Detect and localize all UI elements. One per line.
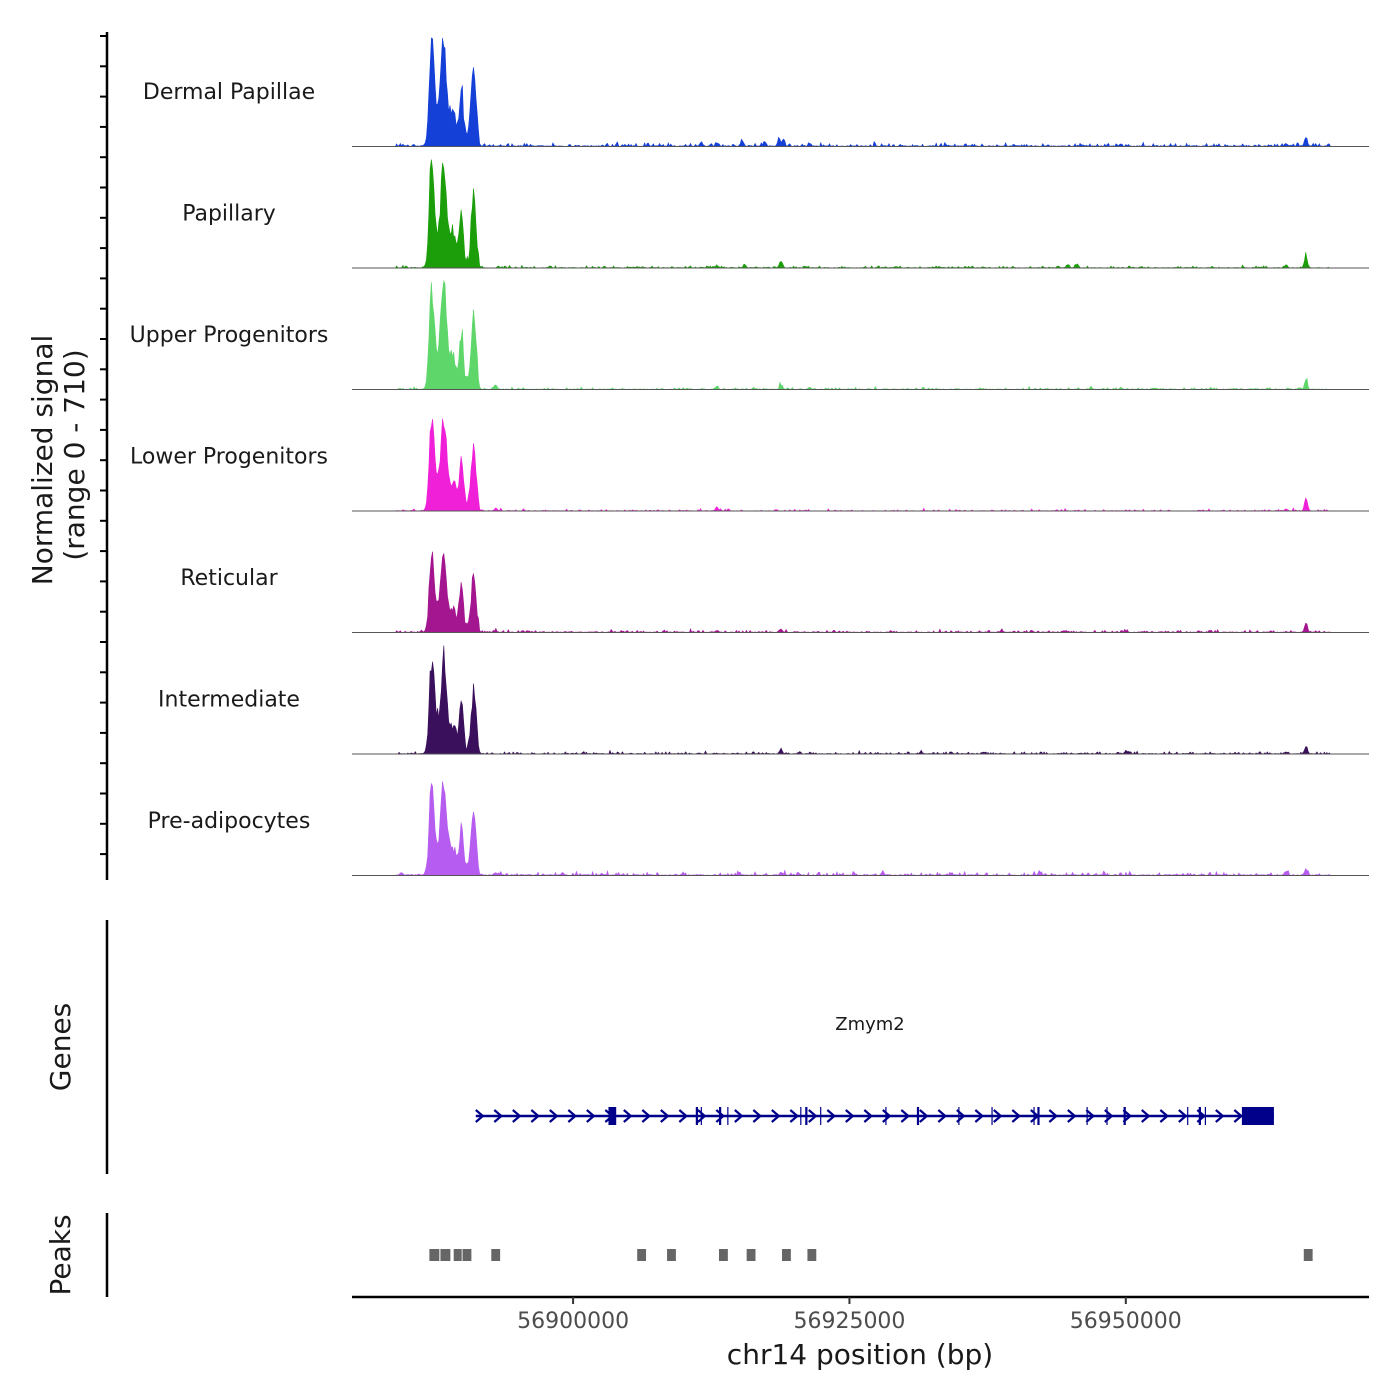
strand-arrow bbox=[512, 1109, 522, 1123]
track-lower-progenitors: Lower Progenitors bbox=[130, 418, 1369, 512]
strand-arrow bbox=[808, 1109, 818, 1123]
exon bbox=[1037, 1107, 1040, 1125]
strand-arrow bbox=[1141, 1109, 1151, 1123]
strand-arrow bbox=[530, 1109, 540, 1123]
strand-arrow bbox=[826, 1109, 836, 1123]
strand-arrow bbox=[1159, 1109, 1170, 1123]
peak-region bbox=[462, 1249, 472, 1261]
peak-region bbox=[807, 1249, 817, 1261]
track-label: Intermediate bbox=[158, 688, 300, 713]
peak-region bbox=[491, 1249, 501, 1261]
track-label: Dermal Papillae bbox=[143, 80, 315, 105]
x-axis-label: chr14 position (bp) bbox=[727, 1338, 993, 1371]
signal-area bbox=[352, 279, 1369, 390]
strand-arrow bbox=[882, 1109, 892, 1123]
track-label: Upper Progenitors bbox=[130, 323, 329, 348]
strand-arrow bbox=[974, 1109, 984, 1123]
exon bbox=[695, 1107, 699, 1125]
strand-arrow bbox=[475, 1109, 485, 1123]
signal-area bbox=[352, 551, 1369, 634]
exon bbox=[1241, 1107, 1274, 1125]
x-axis-ticks: 56900000 56925000 56950000 bbox=[517, 1297, 1182, 1334]
peak-region bbox=[719, 1249, 728, 1261]
strand-arrow bbox=[937, 1109, 947, 1123]
x-tick-label: 56900000 bbox=[517, 1309, 629, 1334]
signal-area bbox=[352, 781, 1369, 877]
track-label: Reticular bbox=[180, 566, 278, 591]
strand-arrow bbox=[1067, 1109, 1077, 1123]
strand-arrow bbox=[549, 1109, 559, 1123]
genes-panel-label: Genes bbox=[44, 1003, 77, 1091]
peak-region bbox=[667, 1249, 676, 1261]
gene-model bbox=[475, 1107, 1274, 1125]
peak-regions bbox=[429, 1249, 1313, 1261]
exon bbox=[805, 1107, 808, 1125]
track-papillary: Papillary bbox=[182, 159, 1369, 269]
peak-region bbox=[782, 1249, 791, 1261]
strand-arrow bbox=[1233, 1109, 1244, 1123]
peak-region bbox=[746, 1249, 756, 1261]
peak-region bbox=[637, 1249, 647, 1261]
strand-arrow bbox=[567, 1109, 577, 1123]
x-tick-label: 56950000 bbox=[1070, 1309, 1182, 1334]
exon bbox=[916, 1107, 920, 1125]
strand-arrow bbox=[715, 1109, 725, 1123]
strand-arrow bbox=[771, 1109, 781, 1123]
peak-region bbox=[440, 1249, 451, 1261]
strand-arrow bbox=[993, 1109, 1003, 1123]
signal-area bbox=[352, 645, 1369, 755]
signal-y-axis bbox=[100, 32, 109, 880]
strand-arrow bbox=[660, 1109, 670, 1123]
strand-arrow bbox=[586, 1109, 596, 1123]
exon bbox=[719, 1107, 722, 1125]
x-tick-label: 56925000 bbox=[793, 1309, 905, 1334]
y-axis-label-line2: (range 0 - 710) bbox=[58, 349, 91, 560]
track-label: Lower Progenitors bbox=[130, 445, 328, 470]
strand-arrow bbox=[752, 1109, 762, 1123]
track-dermal-papillae: Dermal Papillae bbox=[143, 37, 1369, 148]
track-upper-progenitors: Upper Progenitors bbox=[130, 279, 1369, 390]
strand-arrow bbox=[678, 1109, 688, 1123]
peaks-panel-label: Peaks bbox=[44, 1214, 77, 1295]
track-label: Pre-adipocytes bbox=[148, 809, 311, 834]
y-axis-label-line1: Normalized signal bbox=[26, 335, 59, 586]
exon bbox=[1123, 1107, 1126, 1125]
strand-arrow bbox=[623, 1109, 633, 1123]
signal-tracks: Dermal Papillae Papillary Upper Progenitor… bbox=[130, 37, 1369, 877]
strand-arrow bbox=[1215, 1109, 1225, 1123]
strand-arrow bbox=[919, 1109, 929, 1123]
exon bbox=[608, 1107, 617, 1125]
signal-area bbox=[352, 418, 1369, 512]
strand-arrow bbox=[1178, 1109, 1188, 1123]
exon bbox=[1198, 1107, 1201, 1125]
strand-arrow bbox=[845, 1109, 855, 1123]
signal-area bbox=[352, 37, 1369, 148]
strand-arrow bbox=[1048, 1109, 1059, 1123]
track-intermediate: Intermediate bbox=[158, 645, 1369, 755]
strand-arrow bbox=[641, 1109, 651, 1123]
peak-region bbox=[1303, 1249, 1313, 1261]
peak-region bbox=[429, 1249, 440, 1261]
signal-area bbox=[352, 159, 1369, 269]
strand-arrow bbox=[789, 1109, 799, 1123]
peak-region bbox=[453, 1249, 462, 1261]
strand-arrow bbox=[1085, 1109, 1096, 1123]
strand-arrow bbox=[697, 1109, 707, 1123]
gene-name-label: Zmym2 bbox=[835, 1014, 905, 1035]
strand-arrow bbox=[900, 1109, 910, 1123]
strand-arrow bbox=[1011, 1109, 1022, 1123]
strand-arrow bbox=[493, 1109, 503, 1123]
strand-arrow bbox=[863, 1109, 873, 1123]
track-pre-adipocytes: Pre-adipocytes bbox=[148, 781, 1369, 877]
track-reticular: Reticular bbox=[180, 551, 1369, 634]
track-label: Papillary bbox=[182, 202, 276, 227]
strand-arrow bbox=[734, 1109, 744, 1123]
